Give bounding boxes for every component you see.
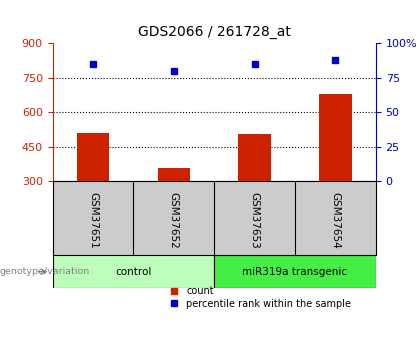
Text: GSM37651: GSM37651 bbox=[88, 192, 98, 249]
Text: genotype/variation: genotype/variation bbox=[0, 267, 90, 276]
Bar bbox=[52, 255, 214, 288]
Text: GSM37653: GSM37653 bbox=[249, 192, 260, 249]
Legend: count, percentile rank within the sample: count, percentile rank within the sample bbox=[171, 286, 351, 309]
Text: control: control bbox=[115, 267, 152, 277]
Bar bbox=[77, 133, 109, 181]
Bar bbox=[239, 134, 271, 181]
Bar bbox=[214, 255, 376, 288]
Bar bbox=[158, 168, 190, 181]
Title: GDS2066 / 261728_at: GDS2066 / 261728_at bbox=[138, 25, 291, 39]
Bar bbox=[319, 94, 352, 181]
Text: miR319a transgenic: miR319a transgenic bbox=[242, 267, 348, 277]
Text: GSM37654: GSM37654 bbox=[331, 192, 341, 249]
Text: GSM37652: GSM37652 bbox=[169, 192, 179, 249]
